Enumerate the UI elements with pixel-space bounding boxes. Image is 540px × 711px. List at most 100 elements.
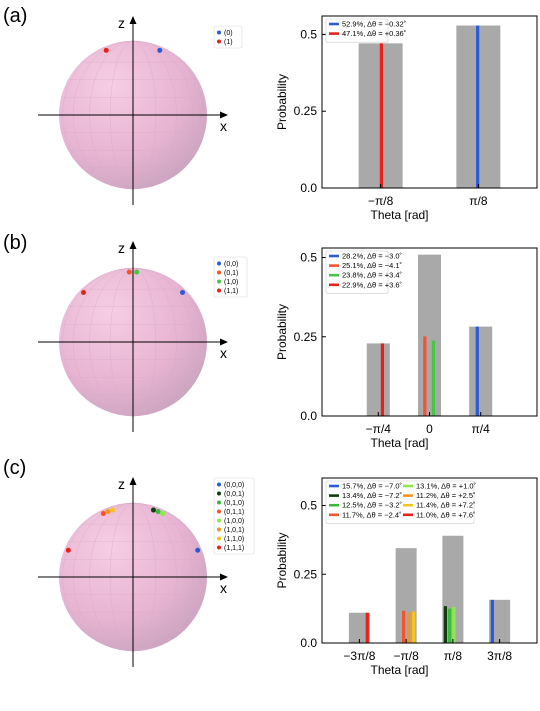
chart-legend-label: 25.1%, Δθ = −4.1˚ (342, 261, 402, 270)
legend-marker (217, 518, 221, 523)
gray-bar (366, 343, 390, 416)
sphere-legend-box (213, 256, 248, 298)
series-bar (423, 336, 427, 416)
z-axis-arrow (129, 16, 137, 24)
state-point (134, 269, 140, 275)
state-point (65, 547, 71, 553)
x-axis-label: Theta [rad] (370, 208, 428, 222)
series-bar (452, 606, 456, 643)
z-axis-arrow (129, 241, 137, 249)
legend-label: (0,0,0) (224, 482, 244, 489)
legend-label: (0,1,1) (224, 509, 244, 516)
state-point (160, 511, 166, 517)
legend-marker (217, 500, 221, 505)
state-point (100, 511, 106, 517)
chart-legend-label: 11.4%, Δθ = +7.2˚ (416, 501, 476, 510)
legend-label: (0,0,1) (224, 491, 244, 498)
series-bar (365, 612, 369, 643)
state-point (155, 509, 161, 515)
z-axis-label: z (118, 240, 125, 256)
state-point (179, 290, 185, 296)
x-axis-arrow (220, 338, 228, 346)
legend-label: (1,1) (224, 288, 238, 295)
x-axis-label: x (220, 580, 227, 596)
legend-marker (217, 491, 221, 496)
x-axis-label: Theta [rad] (370, 436, 428, 450)
chart-legend-box (325, 480, 475, 524)
chart-legend: 52.9%, Δθ = −0.32˚47.1%, Δθ = +0.36˚ (325, 18, 406, 43)
sphere-legend-box (213, 477, 255, 555)
legend-marker (217, 30, 221, 35)
series-bar (431, 340, 435, 416)
y-tick-label: 0.25 (294, 330, 318, 344)
legend-marker (217, 509, 221, 514)
chart-legend: 15.7%, Δθ = −7.0˚13.4%, Δθ = −7.2˚12.5%,… (325, 480, 476, 524)
x-axis-label: x (220, 345, 227, 361)
chart-legend-label: 13.1%, Δθ = +1.0˚ (416, 482, 476, 491)
chart-legend-box (325, 250, 389, 294)
series-bar (402, 610, 406, 643)
legend-label: (1,1,0) (224, 536, 244, 543)
x-axis-label: x (220, 118, 227, 134)
chart-legend-box (325, 18, 389, 43)
legend-label: (0,1,0) (224, 500, 244, 507)
chart-legend-label: 11.2%, Δθ = +2.5˚ (416, 491, 476, 500)
x-tick-label: 3π/8 (487, 649, 512, 663)
state-point (150, 507, 156, 513)
panel-label-c: (c) (3, 457, 26, 479)
legend-marker (217, 482, 221, 487)
bar-chart-1: 0.0 0.25 0.5 −π/4 0 π/4 Probability Theta [rad]… (275, 247, 538, 450)
chart-legend-label: 28.2%, Δθ = −3.0˚ (342, 252, 402, 261)
bloch-sphere-2: z x (0,0,0) (0,0,1) (0,1,0) (0,1,1) (1,0,0) (1,… (38, 476, 255, 667)
x-axis-arrow (220, 573, 228, 581)
state-point (126, 269, 132, 275)
y-tick-label: 0.0 (300, 636, 317, 650)
legend-marker (217, 288, 221, 293)
series-bar (476, 25, 480, 189)
sphere-legend: (0,0,0) (0,0,1) (0,1,0) (0,1,1) (1,0,0) (1,0,… (213, 477, 255, 555)
series-bar (475, 326, 479, 416)
gray-bar (469, 326, 493, 416)
x-tick-label: 0 (426, 422, 433, 436)
sphere-legend-box (213, 25, 243, 49)
bloch-sphere-0: zx(0)(1) (38, 15, 243, 205)
legend-label: (0) (224, 30, 233, 37)
bloch-sphere-1: z x (0,0) (0,1) (1,0) (1,1) (38, 240, 248, 432)
x-tick-label: −π/4 (366, 422, 392, 436)
x-axis-arrow (220, 111, 228, 119)
state-point (81, 290, 87, 296)
x-tick-label: π/4 (472, 422, 491, 436)
series-bar (379, 43, 384, 189)
y-tick-label: 0.25 (294, 104, 318, 118)
legend-marker (217, 261, 221, 266)
y-tick-label: 0.5 (300, 27, 317, 41)
series-bar (490, 599, 494, 643)
gray-bar (348, 612, 370, 643)
plot-frame (321, 15, 538, 189)
series-bar (447, 608, 452, 643)
gray-bar (442, 535, 464, 643)
series-bar (443, 606, 447, 643)
chart-legend-label: 23.8%, Δθ = +3.4˚ (342, 271, 402, 280)
legend-marker (217, 39, 221, 44)
chart-legend-label: 52.9%, Δθ = −0.32˚ (342, 20, 406, 29)
gray-bar (395, 548, 417, 643)
state-point (157, 47, 163, 53)
chart-legend-label: 11.7%, Δθ = −2.4˚ (342, 510, 402, 519)
chart-legend-label: 22.9%, Δθ = +3.6˚ (342, 280, 402, 289)
y-tick-label: 0.0 (300, 409, 317, 423)
x-tick-label: π/8 (444, 649, 463, 663)
legend-label: (1,0,1) (224, 527, 244, 534)
series-bar (412, 611, 416, 643)
legend-label: (0,0) (224, 261, 238, 268)
legend-label: (1,0) (224, 279, 238, 286)
gray-bar (417, 254, 442, 416)
legend-marker (217, 545, 221, 550)
chart-legend-label: 47.1%, Δθ = +0.36˚ (342, 29, 406, 38)
x-axis-label: Theta [rad] (370, 663, 428, 677)
bar-chart-0: 0.0 0.25 0.5 −π/8 π/8 Probability Theta [rad] 5… (275, 15, 538, 222)
chart-legend-label: 11.0%, Δθ = +7.6˚ (416, 510, 476, 519)
legend-label: (1) (224, 39, 233, 46)
x-tick-label: −π/8 (368, 194, 394, 208)
